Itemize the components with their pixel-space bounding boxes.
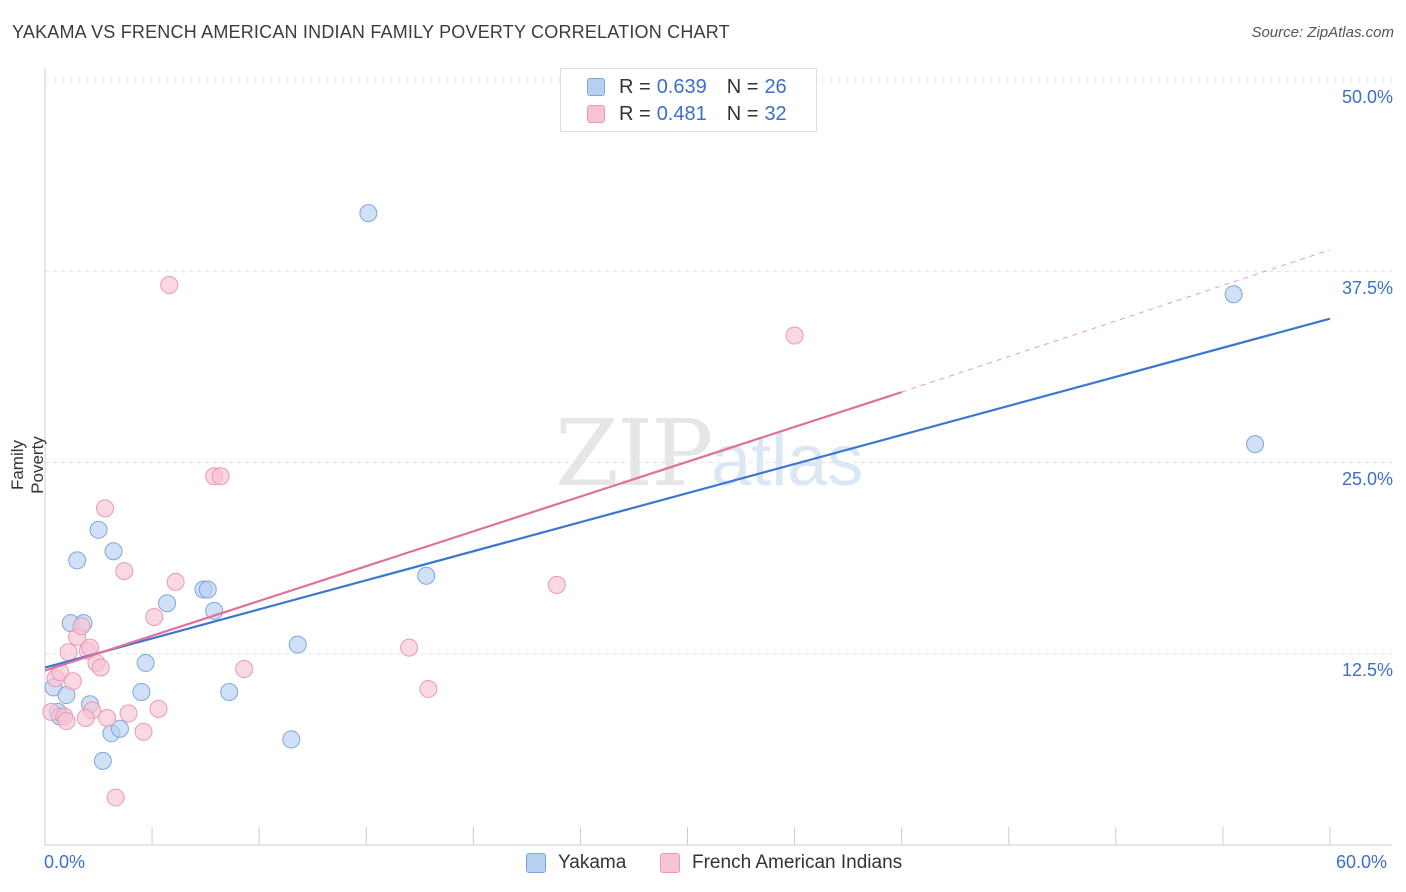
legend-row-yakama: R = 0.639 N = 26 [587,75,787,99]
yakama-point-24 [1246,435,1265,454]
french-point-13 [91,658,110,677]
y-axis-title: Family Poverty [8,436,47,494]
source-label: Source: ZipAtlas.com [1251,24,1394,41]
french-point-22 [160,276,179,295]
french-point-25 [211,467,230,486]
legend-row-french: R = 0.481 N = 32 [587,102,787,126]
y-tick-label-37-5: 37.5% [1341,278,1393,298]
legend-item-yakama: Yakama [526,852,626,874]
french-point-8 [72,617,91,636]
yakama-point-14 [158,594,177,613]
x-tick-label-60: 60.0% [1336,852,1388,872]
legend-n-label: N = [726,75,759,98]
legend-r-value: 0.481 [656,102,707,125]
french-point-31 [76,709,95,728]
y-tick-label-50: 50.0% [1341,87,1393,107]
french-point-6 [63,672,82,691]
french-point-18 [119,704,138,723]
yakama-point-20 [288,635,307,654]
yakama-point-11 [110,719,129,738]
french-point-17 [115,562,134,581]
legend-r-label: R = [619,75,651,98]
yakama-point-23 [1224,285,1243,304]
french-point-5 [59,643,78,662]
french-legend-swatch [660,853,680,873]
french-point-27 [400,638,419,657]
french-swatch [587,105,605,123]
yakama-point-12 [132,683,151,701]
french-point-30 [785,326,804,345]
french-point-21 [149,699,168,718]
yakama-legend-swatch [526,853,546,873]
legend-r-label: R = [619,102,651,125]
legend-r-value: 0.639 [656,75,707,98]
french-point-23 [166,572,185,591]
yakama-point-19 [282,730,301,749]
watermark-zip: ZIP [555,400,713,507]
french-point-16 [106,788,125,807]
yakama-point-4 [68,551,87,570]
french-point-29 [547,575,566,594]
legend-n-value: 32 [764,102,787,125]
yakama-point-22 [417,566,436,585]
yakama-point-13 [136,653,155,672]
french-legend-label: French American Indians [692,852,903,873]
series-legend: Yakama French American Indians [0,852,1406,878]
yakama-legend-label: Yakama [558,852,627,873]
french-point-26 [235,660,254,679]
french-point-4 [57,712,76,731]
yakama-swatch [587,78,605,96]
y-tick-label-12-5: 12.5% [1341,660,1393,680]
yakama-point-16 [198,580,217,599]
french-point-14 [95,499,114,518]
french-point-28 [419,679,438,698]
french-point-20 [145,608,164,627]
y-tick-label-25: 25.0% [1341,469,1393,489]
x-tick-label-0: 0.0% [44,852,86,872]
legend-n-value: 26 [764,75,787,98]
french-point-19 [134,722,153,741]
zipatlas-watermark: ZIPatlas [555,400,863,507]
legend-item-french: French American Indians [660,852,902,874]
yakama-trend-line [44,317,1331,669]
french-trend-line [44,391,903,672]
yakama-point-8 [93,751,112,770]
yakama-point-10 [104,542,123,561]
yakama-point-7 [89,520,108,539]
legend-n-label: N = [726,102,759,125]
watermark-atlas: atlas [711,421,864,501]
yakama-point-21 [359,204,378,223]
french-point-15 [98,709,117,728]
correlation-legend: R = 0.639 N = 26 R = 0.481 N = 32 [560,68,817,132]
yakama-point-18 [220,683,239,701]
chart-title: YAKAMA VS FRENCH AMERICAN INDIAN FAMILY … [12,22,730,42]
